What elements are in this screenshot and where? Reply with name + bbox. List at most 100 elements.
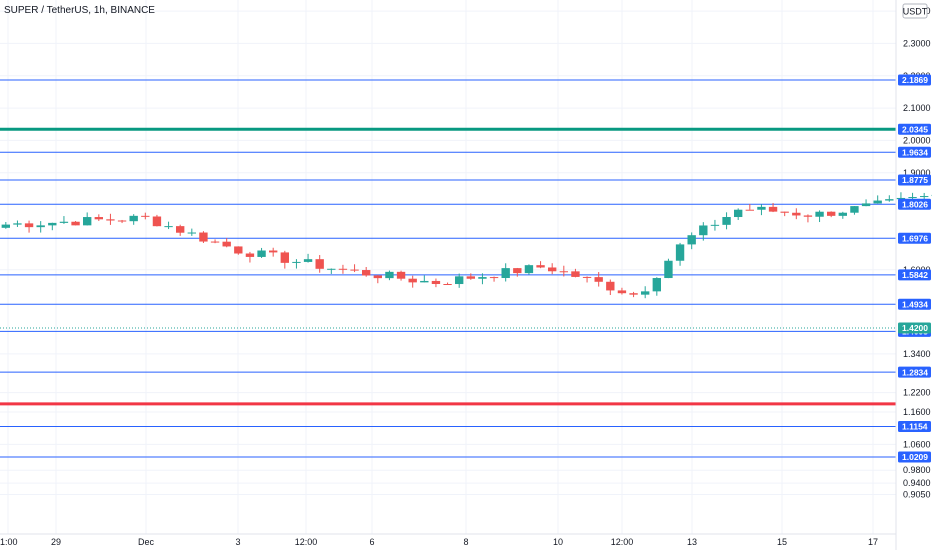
candle-body	[303, 259, 313, 262]
candle	[780, 211, 789, 217]
level-tag-6: 1.5842	[898, 269, 931, 281]
candle-body	[338, 268, 348, 270]
candle-body	[582, 276, 592, 278]
level-tag-5: 1.6976	[898, 232, 931, 244]
level-tag-1: 2.0345	[898, 123, 931, 135]
candle	[478, 273, 487, 285]
candle-body	[908, 197, 917, 199]
candle-body	[803, 215, 813, 217]
candle	[245, 251, 255, 263]
price-tick-label-13: 0.9050	[903, 489, 931, 499]
candle-body	[629, 293, 638, 295]
candle	[94, 214, 103, 222]
level-tag-box	[898, 123, 931, 135]
candle-body	[280, 252, 289, 263]
price-tick-label-8: 1.2200	[903, 388, 931, 398]
candle-body	[757, 206, 766, 210]
time-tick-label-8: 12:00	[611, 537, 634, 547]
level-tag-3: 1.8775	[898, 174, 931, 186]
price-tick-label-9: 1.1600	[903, 407, 931, 417]
candle-body	[501, 268, 510, 279]
candle	[734, 208, 743, 220]
last-price-tag-box	[898, 322, 931, 334]
candle-body	[513, 268, 522, 274]
time-tick-label-11: 17	[868, 537, 878, 547]
candle-body	[734, 209, 743, 218]
candle-body	[350, 269, 359, 271]
level-tags: 2.1869 2.0345 1.9634 1.8775 1.8026 1.6976 1.58…	[898, 74, 931, 463]
candle	[210, 239, 220, 244]
candle-body	[141, 215, 150, 217]
candle	[629, 291, 638, 298]
level-tag-11: 1.1154	[898, 420, 931, 432]
candle-body	[675, 244, 685, 261]
candle-body	[1, 224, 10, 228]
candle	[36, 221, 45, 233]
candle-body	[861, 203, 871, 207]
candle	[710, 219, 720, 231]
candle	[466, 273, 475, 280]
level-tag-4: 1.8026	[898, 198, 931, 210]
candle	[489, 276, 499, 282]
candle	[396, 270, 406, 281]
candle	[1, 221, 10, 229]
time-tick-label-5: 6	[369, 537, 374, 547]
grid	[0, 0, 896, 534]
candle	[861, 199, 871, 207]
level-tag-7: 1.4934	[898, 298, 931, 310]
level-tag-box	[898, 269, 931, 281]
candle-body	[187, 232, 196, 234]
candle	[373, 274, 382, 284]
candle-body	[234, 246, 243, 254]
level-tag-2: 1.9634	[898, 146, 931, 158]
candle	[513, 267, 522, 277]
candle-body	[176, 226, 185, 233]
candle-body	[59, 221, 69, 223]
level-tag-box	[898, 174, 931, 186]
candle	[71, 221, 80, 226]
level-tag-label: 1.8026	[902, 199, 928, 209]
candle-body	[606, 281, 615, 291]
candle-body	[710, 224, 720, 226]
time-tick-label-10: 15	[777, 537, 787, 547]
candle-body	[408, 278, 417, 283]
candle	[13, 220, 22, 227]
candle	[408, 275, 417, 288]
candle	[257, 247, 266, 258]
candle	[757, 204, 766, 216]
candle	[745, 203, 754, 211]
candle	[431, 278, 441, 288]
time-axis[interactable]: 1:00 29 Dec 3 12:00 6 8 10 12:00 13 15 17	[0, 537, 878, 547]
candle-body	[94, 217, 103, 220]
candle	[559, 265, 568, 277]
candle-body	[559, 271, 568, 273]
candle-body	[478, 277, 487, 279]
candle-body	[780, 211, 789, 213]
candle-body	[792, 212, 801, 216]
candle-body	[152, 216, 162, 227]
candle	[594, 272, 603, 287]
candle	[571, 268, 580, 278]
currency-button[interactable]: USDT	[902, 3, 928, 19]
candle	[548, 263, 557, 275]
currency-button-box	[902, 3, 928, 19]
candle-body	[245, 253, 255, 257]
candle-body	[687, 235, 696, 245]
level-tag-label: 1.4934	[902, 299, 928, 309]
chart-title: SUPER / TetherUS, 1h, BINANCE	[4, 5, 155, 16]
candle	[827, 211, 836, 218]
candle-body	[722, 217, 731, 225]
candle-body	[443, 284, 452, 286]
candle	[59, 216, 69, 224]
candle	[350, 264, 359, 273]
candle	[338, 264, 348, 274]
candle-body	[873, 200, 882, 204]
candle	[768, 203, 778, 213]
candle	[117, 219, 127, 224]
candle-body	[745, 209, 754, 211]
candle	[164, 221, 173, 230]
candle	[420, 275, 429, 283]
price-tick-label-12: 0.9400	[903, 478, 931, 488]
candle-body	[699, 225, 708, 236]
